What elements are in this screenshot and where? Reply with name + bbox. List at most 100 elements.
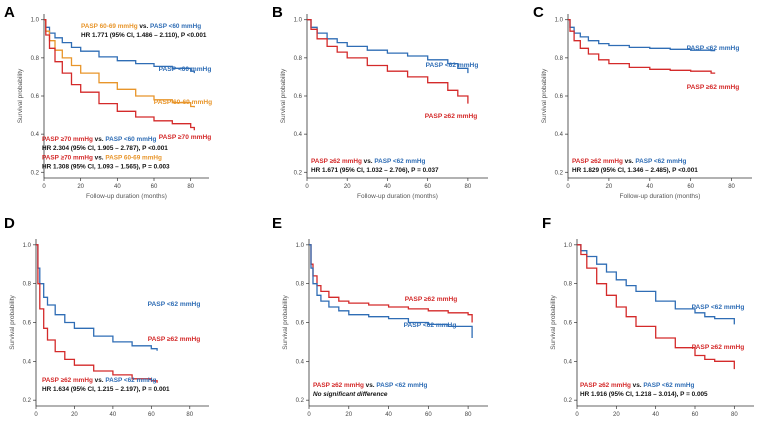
panel-letter: A [4,4,15,21]
y-tick-label: 0.2 [296,398,305,404]
annotation-segment: HR 1.308 (95% CI, 1.093 – 1.565), P = 0.… [42,164,170,171]
panel-letter: B [272,4,283,21]
x-tick-label: 40 [110,412,117,418]
y-axis-label: Survival probability [550,294,557,349]
x-tick-label: 40 [384,184,391,190]
y-tick-label: 0.2 [23,398,32,404]
panel-a: A 0.2 0.4 0.6 0.8 1.0 0 20 40 60 80 Follow-up durat… [4,4,212,200]
annotation-line: PASP ≥70 mmHg vs. PASP <60 mmHg [42,136,156,143]
annotation-line: HR 1.916 (95% CI, 1.218 – 3.014), P = 0.… [580,391,708,398]
x-tick-label: 0 [305,184,309,190]
annotation-segment: HR 2.304 (95% CI, 1.905 – 2.787), P <0.0… [42,145,168,152]
annotation-segment: vs. [138,23,150,30]
x-tick-label: 80 [731,412,738,418]
x-tick-label: 0 [575,412,579,418]
y-tick-label: 1.0 [564,243,573,249]
x-tick-label: 60 [687,184,694,190]
curve-label: PASP <62 mmHg [687,45,740,52]
panel-letter: D [4,215,15,232]
km-curve-pasp-lt62-mmhg [577,244,735,325]
annotation-segment: PASP 60-69 mmHg [105,154,162,161]
y-tick-label: 0.2 [555,170,564,176]
x-tick-label: 20 [77,184,84,190]
x-tick-label: 80 [187,184,194,190]
annotation-segment: vs. [362,158,374,165]
annotation-segment: PASP <62 mmHg [635,158,686,165]
x-tick-label: 40 [652,412,659,418]
x-axis-label: Follow-up duration (months) [620,193,701,200]
annotation-segment: vs. [364,382,376,389]
x-tick-label: 0 [566,184,570,190]
y-tick-label: 0.2 [294,170,303,176]
annotation-line: HR 2.304 (95% CI, 1.905 – 2.787), P <0.0… [42,145,168,152]
y-axis-label: Survival probability [282,294,289,349]
curve-label: PASP ≥70 mmHg [159,134,211,141]
y-tick-label: 1.0 [23,243,32,249]
panel-b: B 0.2 0.4 0.6 0.8 1.0 0 20 40 60 80 Follow-up durat… [272,4,488,200]
y-tick-label: 0.8 [31,56,40,62]
y-tick-label: 0.8 [296,282,305,288]
x-tick-label: 20 [606,184,613,190]
annotation-segment: PASP <62 mmHg [374,158,425,165]
annotation-segment: HR 1.829 (95% CI, 1.346 – 2.485), P <0.0… [572,167,698,174]
annotation-segment: vs. [631,382,643,389]
curve-label: PASP 60-69 mmHg [154,99,212,106]
y-tick-label: 1.0 [555,18,564,24]
y-tick-label: 0.4 [555,132,564,138]
curve-label: PASP <62 mmHg [692,304,745,311]
annotation-segment: PASP 60-69 mmHg [81,23,138,30]
km-curve-pasp-ge62-mmhg [36,244,158,383]
annotation-segment: vs. [93,377,105,384]
annotation-line: No significant difference [313,391,388,398]
annotation-segment: PASP ≥62 mmHg [311,158,362,165]
annotation-line: PASP ≥62 mmHg vs. PASP <62 mmHg [572,158,686,165]
annotation-line: HR 1.308 (95% CI, 1.093 – 1.565), P = 0.… [42,164,170,171]
y-tick-label: 0.4 [296,359,305,365]
y-axis-label: Survival probability [280,68,287,123]
x-tick-label: 20 [613,412,620,418]
annotation-segment: HR 1.634 (95% CI, 1.215 – 2.197), P = 0.… [42,386,170,393]
panel-c: C 0.2 0.4 0.6 0.8 1.0 0 20 40 60 80 Follow-up durat… [533,4,752,200]
km-curve-pasp-ge62-mmhg [307,19,469,104]
curve-label: PASP ≥62 mmHg [692,344,744,351]
annotation-segment: PASP ≥70 mmHg [42,154,93,161]
annotation-segment: vs. [93,154,105,161]
annotation-line: HR 1.771 (95% CI, 1.486 – 2.110), P <0.0… [81,32,207,39]
annotation-segment: vs. [623,158,635,165]
x-tick-label: 20 [345,412,352,418]
annotation-segment: PASP <60 mmHg [150,23,201,30]
y-tick-label: 0.6 [564,321,573,327]
annotation-segment: PASP <62 mmHg [643,382,694,389]
annotation-segment: HR 1.671 (95% CI, 1.032 – 2.706), P = 0.… [311,167,439,174]
y-tick-label: 1.0 [294,18,303,24]
y-tick-label: 0.8 [294,56,303,62]
x-tick-label: 80 [465,412,472,418]
km-curve-pasp-60-69-mmhg [44,19,195,108]
y-axis-label: Survival probability [9,294,16,349]
x-tick-label: 40 [114,184,121,190]
annotation-segment: PASP ≥62 mmHg [580,382,631,389]
y-tick-label: 0.6 [296,321,305,327]
km-curve-pasp-lt62-mmhg [309,244,473,338]
annotation-line: PASP ≥62 mmHg vs. PASP <62 mmHg [42,377,156,384]
curve-label: PASP <62 mmHg [404,322,457,329]
x-tick-label: 80 [186,412,193,418]
annotation-segment: PASP ≥70 mmHg [42,136,93,143]
km-curve-pasp-ge62-mmhg [309,244,473,323]
annotation-segment: HR 1.916 (95% CI, 1.218 – 3.014), P = 0.… [580,391,708,398]
annotation-line: PASP ≥62 mmHg vs. PASP <62 mmHg [580,382,694,389]
y-tick-label: 0.6 [555,94,564,100]
km-curve-pasp-ge70-mmhg [44,19,195,131]
annotation-segment: PASP ≥62 mmHg [572,158,623,165]
annotation-line: PASP ≥62 mmHg vs. PASP <62 mmHg [313,382,427,389]
annotation-segment: PASP <60 mmHg [105,136,156,143]
y-axis-label: Survival probability [541,68,548,123]
y-tick-label: 0.4 [23,359,32,365]
curve-label: PASP <62 mmHg [426,62,479,69]
x-tick-label: 60 [424,184,431,190]
annotation-segment: HR 1.771 (95% CI, 1.486 – 2.110), P <0.0… [81,32,207,39]
x-tick-label: 60 [425,412,432,418]
